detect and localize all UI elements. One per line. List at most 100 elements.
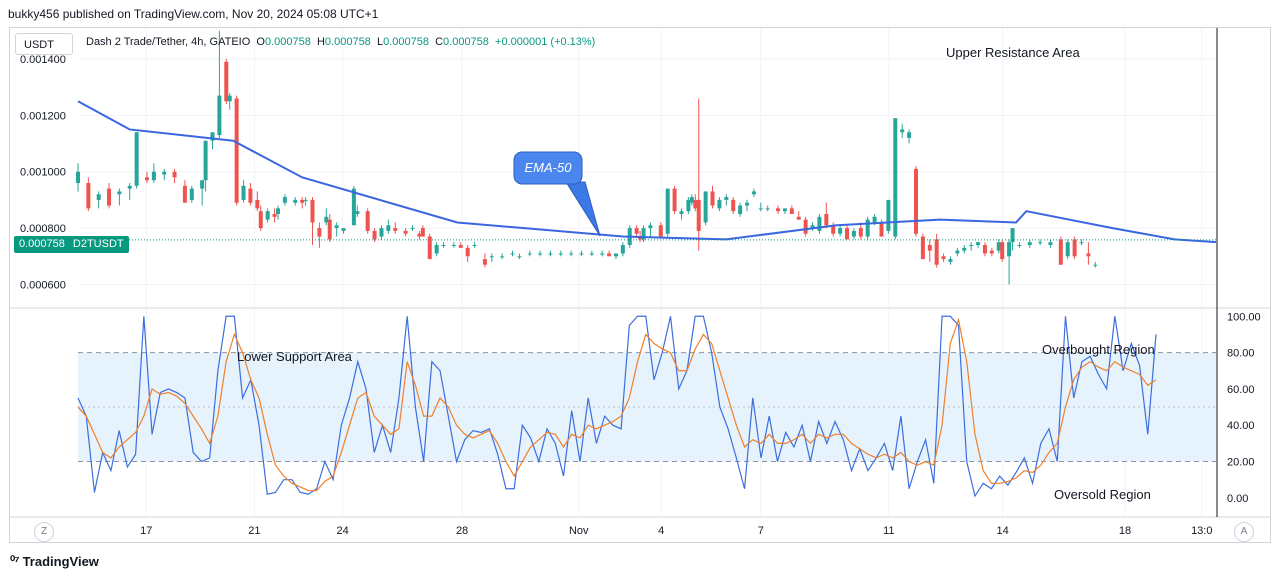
auto-scale-button[interactable]: A [1234, 522, 1254, 542]
symbol-legend: Dash 2 Trade/Tether, 4h, GATEIO O0.00075… [86, 36, 595, 48]
candle-body [272, 214, 277, 217]
candle-body [948, 259, 953, 262]
candle-body [427, 236, 432, 260]
ema-callout-box [513, 151, 583, 185]
oscillator-tick-label: 100.00 [1227, 311, 1261, 323]
stochastic-k-line [77, 315, 1157, 498]
candle-body [634, 228, 639, 234]
candle-body [76, 171, 80, 183]
time-tick-label: 18 [1119, 525, 1131, 537]
candle-body [872, 216, 877, 223]
candle-body [151, 171, 156, 181]
oscillator-tick-label: 80.00 [1227, 348, 1255, 360]
candle-body [831, 225, 836, 234]
candle-body [334, 225, 339, 229]
time-axis[interactable]: 17 21 24 28 Nov 4 7 11 14 18 13:0 [140, 525, 1212, 537]
candle-body [579, 253, 584, 255]
candle-body [327, 219, 332, 240]
candle-body [538, 253, 543, 255]
candle-body [796, 216, 801, 220]
candle-body [217, 95, 222, 136]
price-axis[interactable]: 0.000600 0.000800 0.001000 0.001200 0.001400 [20, 54, 66, 291]
candle-body [472, 245, 477, 246]
time-tick-label: 13:0 [1191, 525, 1212, 537]
ema-50-line [77, 100, 1217, 244]
candle-body [162, 171, 167, 175]
time-tick-label: 4 [658, 525, 664, 537]
footer-brand-name: TradingView [22, 553, 99, 569]
candle-body [879, 222, 884, 237]
time-tick-label: 24 [336, 525, 348, 537]
candle-body [693, 199, 698, 209]
candle-body [1093, 264, 1098, 266]
candle-body [976, 242, 981, 245]
candle-body [1000, 242, 1005, 260]
candle-body [365, 211, 370, 231]
candle-body [351, 188, 356, 226]
time-tick-label: Nov [569, 525, 589, 537]
candle-body [955, 250, 960, 254]
candle-body [689, 197, 694, 203]
candle-body [282, 197, 287, 203]
oscillator-axis[interactable]: 0.00 20.00 40.00 60.00 80.00 100.00 [1227, 311, 1261, 505]
zoom-reset-button[interactable]: Z [34, 522, 54, 542]
candle-body [989, 250, 994, 254]
time-tick-label: 21 [248, 525, 260, 537]
candle-body [710, 191, 715, 206]
currency-button[interactable]: USDT [15, 33, 73, 55]
candle-body [200, 180, 205, 189]
upper-resistance-label: Upper Resistance Area [946, 45, 1080, 60]
legend-change: +0.000001 (+0.13%) [495, 36, 596, 48]
candle-body [858, 228, 863, 237]
candle-body [1017, 245, 1022, 246]
candle-body [1010, 228, 1015, 243]
candle-body [517, 256, 522, 258]
candle-body [355, 211, 360, 214]
candle-body [1048, 242, 1053, 245]
candle-body [845, 228, 850, 240]
candle-body [144, 177, 149, 181]
candles-layer [76, 30, 1098, 285]
candle-body [717, 199, 722, 209]
candle-body [482, 259, 487, 265]
legend-close-label: C [435, 36, 444, 48]
time-tick-label: 11 [883, 525, 894, 537]
candle-body [189, 188, 194, 200]
candle-body [372, 230, 377, 240]
candle-body [686, 199, 691, 212]
candle-body [403, 230, 408, 234]
candle-body [203, 140, 208, 181]
candle-body [324, 216, 329, 223]
oscillator-band [78, 352, 1216, 462]
candle-body [1058, 239, 1063, 265]
time-tick-label: 7 [758, 525, 764, 537]
footer-brand[interactable]: ⁰⁷ TradingView [10, 553, 99, 569]
time-tick-label: 28 [456, 525, 468, 537]
oscillator-pane [77, 315, 1216, 498]
legend-symbol[interactable]: Dash 2 Trade/Tether, 4h, GATEIO [86, 36, 251, 48]
candle-body [900, 129, 905, 133]
legend-open: 0.000758 [264, 36, 311, 48]
oscillator-tick-label: 20.00 [1227, 457, 1255, 469]
ema-callout-label: EMA-50 [525, 160, 573, 175]
last-price-symbol: D2TUSDT [72, 238, 124, 250]
candle-body [776, 208, 781, 212]
candle-body [107, 188, 112, 206]
legend-close: 0.000758 [443, 36, 489, 48]
candle-body [224, 61, 229, 102]
candle-body [934, 239, 939, 265]
last-price-value: 0.000758 [19, 238, 65, 250]
price-tick-label: 0.001200 [20, 110, 66, 122]
candle-body [172, 171, 177, 178]
ema-callout: EMA-50 [513, 151, 601, 237]
candle-body [458, 245, 463, 248]
candle-body [672, 188, 677, 212]
candle-body [679, 211, 684, 214]
time-tick-label: 14 [997, 525, 1009, 537]
candle-body [982, 245, 987, 254]
candle-body [865, 219, 870, 237]
publisher-header: bukky456 published on TradingView.com, N… [8, 7, 379, 21]
candle-body [941, 256, 946, 260]
candle-body [731, 199, 736, 212]
